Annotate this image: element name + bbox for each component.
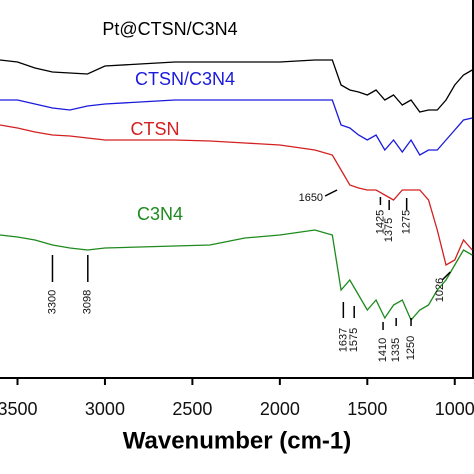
x-tick-label: 3000	[85, 399, 125, 419]
spectrum-line	[0, 99, 473, 156]
annotation-label: 1275	[401, 210, 413, 234]
annotation-label: 1250	[405, 336, 417, 360]
x-tick-label: 2500	[172, 399, 212, 419]
annotation-leader	[324, 189, 338, 197]
series-label: C3N4	[137, 204, 183, 224]
spectrum-line	[0, 124, 473, 266]
x-tick-label: 1000	[435, 399, 474, 419]
x-axis-label: Wavenumber (cm-1)	[123, 427, 352, 454]
x-tick-label: 1500	[347, 399, 387, 419]
series-label: CTSN	[131, 119, 180, 139]
annotation-leader	[441, 271, 451, 281]
annotation-label: 3098	[82, 290, 94, 314]
annotation-label: 1575	[348, 328, 360, 352]
x-tick-label: 2000	[260, 399, 300, 419]
annotation-label: 1425	[374, 210, 386, 234]
spectrum-line	[0, 229, 473, 322]
spectrum-line	[0, 59, 473, 113]
x-tick-label: 3500	[0, 399, 38, 419]
series-label: CTSN/C3N4	[135, 69, 235, 89]
annotation-label: 1375	[383, 218, 395, 242]
series-label: Pt@CTSN/C3N4	[102, 19, 237, 39]
annotation-label: 3300	[46, 290, 58, 314]
annotation-label: 1410	[377, 338, 389, 362]
annotation-label: 1335	[390, 338, 402, 362]
annotation-label: 1026	[434, 278, 446, 302]
annotation-label: 1650	[299, 192, 323, 204]
annotation-label: 1637	[337, 328, 349, 352]
